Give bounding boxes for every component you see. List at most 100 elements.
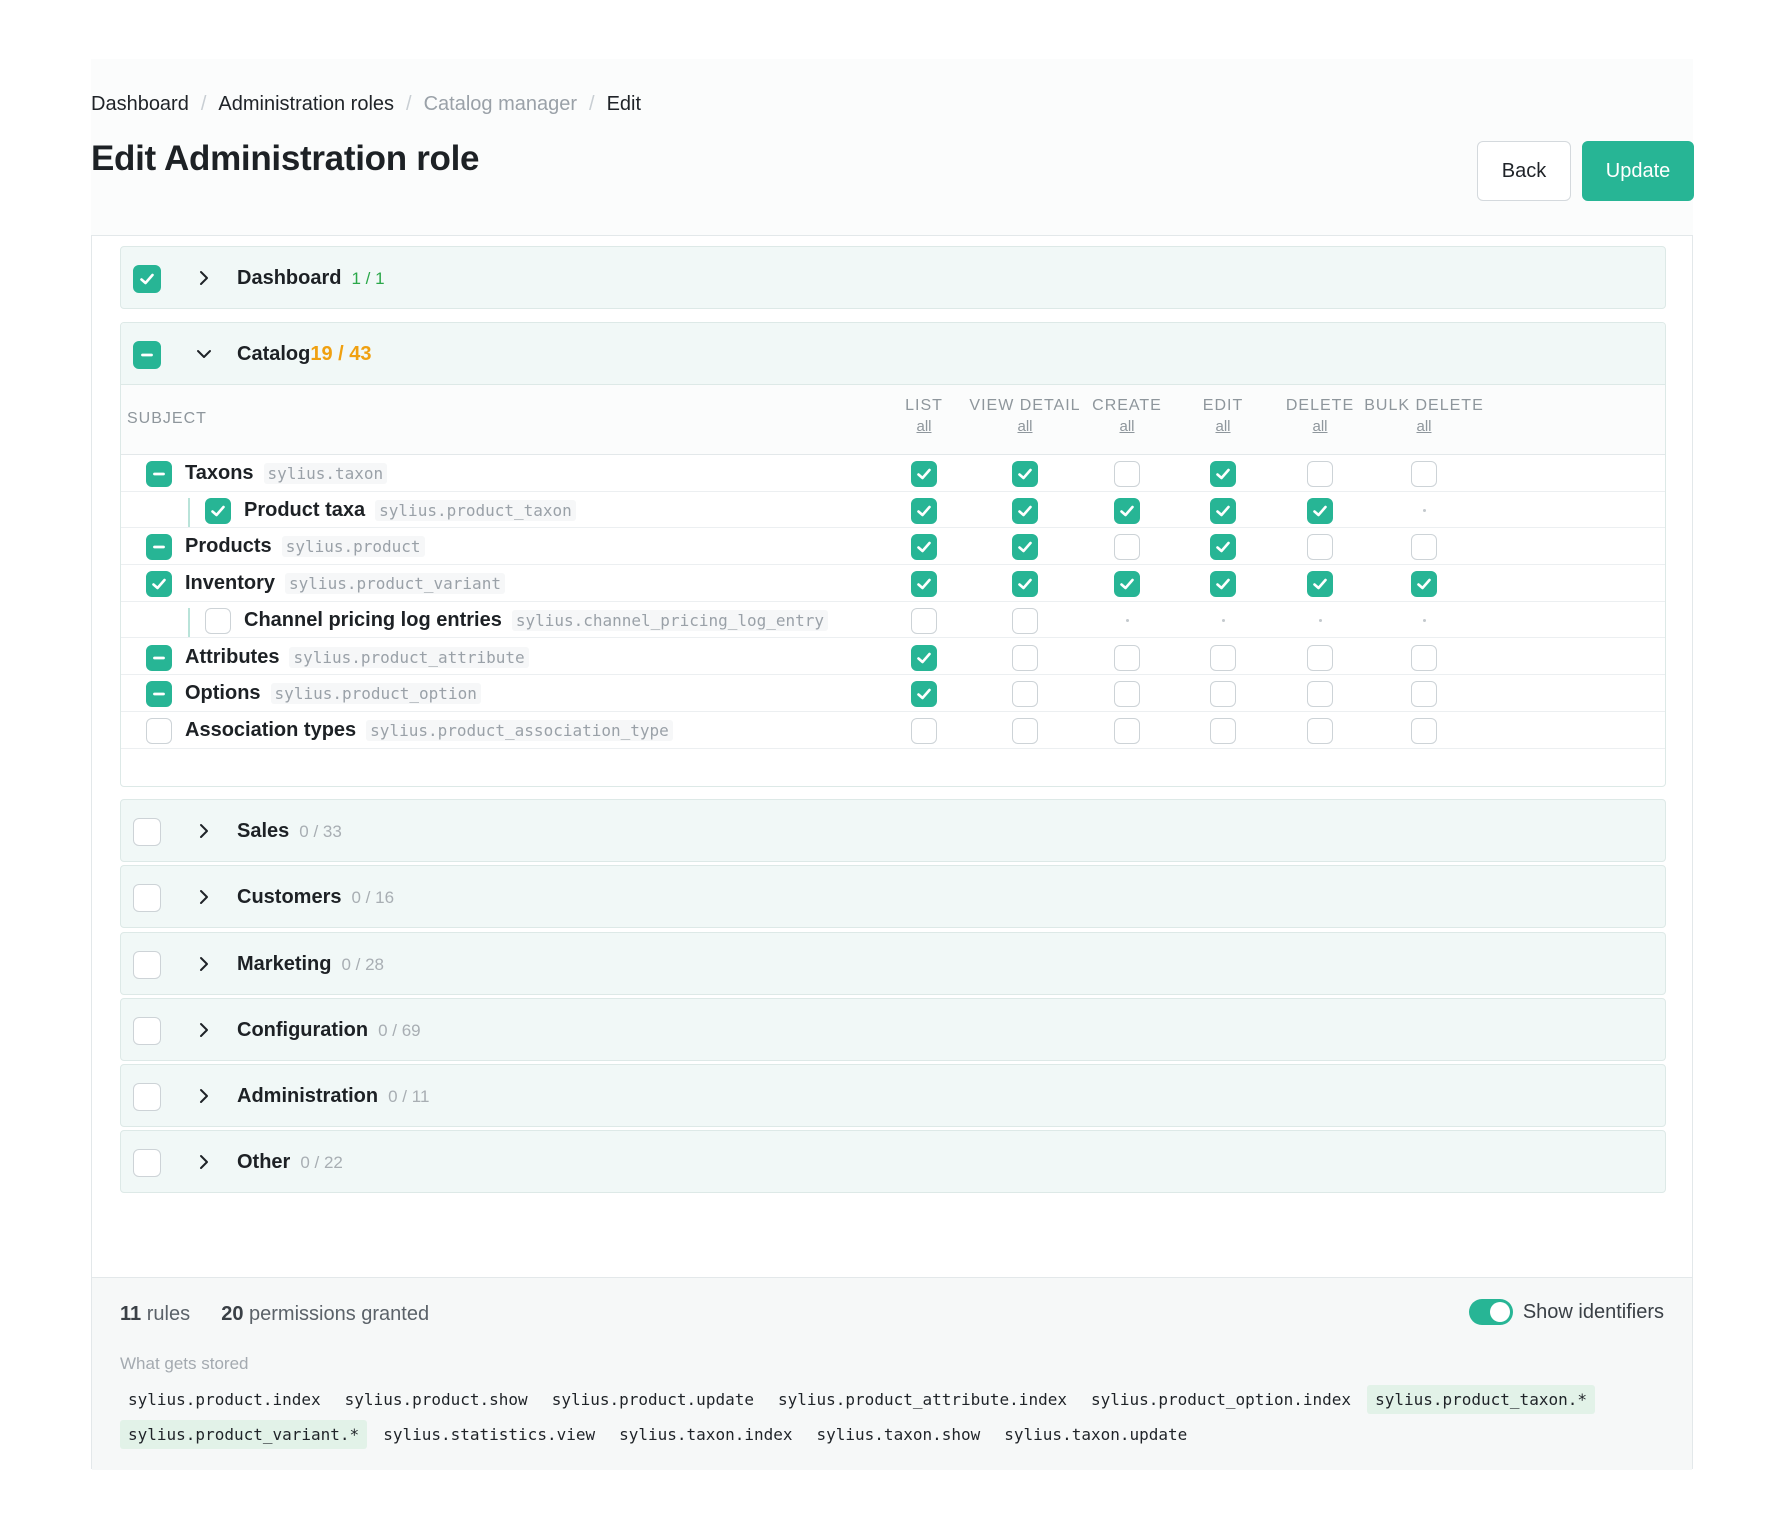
checkbox[interactable] [1411,534,1437,561]
section-configuration[interactable]: Configuration 0 / 69 [120,998,1666,1061]
checkbox[interactable] [1411,644,1437,671]
permission-cell[interactable] [1012,717,1038,744]
checkbox[interactable] [146,644,172,671]
chevron-right-icon[interactable] [193,1019,215,1041]
permission-cell[interactable] [1411,571,1437,598]
permission-cell[interactable] [1411,644,1437,671]
checkbox[interactable] [911,534,937,561]
section-checkbox[interactable] [133,818,161,846]
permission-cell[interactable] [1210,644,1236,671]
permission-cell[interactable] [1012,497,1038,524]
checkbox[interactable] [1307,461,1333,487]
checkbox[interactable] [1210,571,1236,598]
checkbox[interactable] [1114,571,1140,598]
checkbox[interactable] [1114,681,1140,708]
permission-cell[interactable] [1114,497,1140,524]
row-checkbox[interactable] [205,607,231,634]
permission-cell[interactable] [911,534,937,561]
breadcrumb-catalog-manager[interactable]: Catalog manager [423,93,578,115]
section-checkbox[interactable] [133,884,161,912]
checkbox[interactable] [911,607,937,634]
permission-cell[interactable] [1210,681,1236,708]
select-all-link[interactable]: all [1017,418,1033,435]
permission-cell[interactable] [1307,497,1333,524]
checkbox[interactable] [133,884,161,912]
permission-cell[interactable] [911,681,937,708]
permission-cell[interactable] [911,497,937,524]
permission-cell[interactable] [1114,717,1140,744]
checkbox[interactable] [1012,607,1038,634]
permission-cell[interactable] [1411,534,1437,561]
section-administration[interactable]: Administration 0 / 11 [120,1064,1666,1127]
select-all-link[interactable]: all [1312,418,1328,435]
permission-cell[interactable] [911,717,937,744]
chevron-right-icon[interactable] [193,820,215,842]
checkbox[interactable] [1411,571,1437,598]
permission-cell[interactable] [1210,534,1236,561]
checkbox[interactable] [146,681,172,708]
permission-cell[interactable] [1411,717,1437,744]
checkbox[interactable] [1210,497,1236,524]
checkbox[interactable] [146,717,172,744]
breadcrumb-dashboard[interactable]: Dashboard [91,93,189,115]
checkbox[interactable] [133,951,161,979]
checkbox[interactable] [911,571,937,598]
section-checkbox[interactable] [133,1083,161,1111]
checkbox[interactable] [1012,644,1038,671]
section-catalog-header[interactable]: Catalog19 / 43 [121,323,1665,385]
chevron-right-icon[interactable] [193,267,215,289]
row-checkbox[interactable] [146,717,172,744]
checkbox[interactable] [1210,534,1236,561]
checkbox[interactable] [911,681,937,708]
select-all-link[interactable]: all [1416,418,1432,435]
permission-cell[interactable] [1307,644,1333,671]
checkbox[interactable] [911,717,937,744]
row-checkbox[interactable] [146,644,172,671]
checkbox[interactable] [1012,571,1038,598]
permission-cell[interactable] [1114,534,1140,561]
row-checkbox[interactable] [146,571,172,598]
permission-cell[interactable] [1411,681,1437,708]
section-checkbox[interactable] [133,1149,161,1177]
permission-cell[interactable] [1210,497,1236,524]
permission-cell[interactable] [1210,717,1236,744]
checkbox[interactable] [911,461,937,487]
permission-cell[interactable] [1307,571,1333,598]
checkbox[interactable] [1012,461,1038,487]
checkbox[interactable] [205,607,231,634]
chevron-right-icon[interactable] [193,886,215,908]
permission-cell[interactable] [911,644,937,671]
section-marketing[interactable]: Marketing 0 / 28 [120,932,1666,995]
checkbox[interactable] [1210,717,1236,744]
permission-cell[interactable] [1012,571,1038,598]
permission-cell[interactable] [1114,681,1140,708]
row-checkbox[interactable] [146,534,172,561]
checkbox[interactable] [911,497,937,524]
permission-cell[interactable] [1012,644,1038,671]
section-other[interactable]: Other 0 / 22 [120,1130,1666,1193]
checkbox[interactable] [133,1083,161,1111]
permission-cell[interactable] [911,461,937,487]
permission-cell[interactable] [911,571,937,598]
checkbox[interactable] [133,265,161,293]
checkbox[interactable] [1411,717,1437,744]
select-all-link[interactable]: all [1215,418,1231,435]
select-all-link[interactable]: all [916,418,932,435]
chevron-right-icon[interactable] [193,1085,215,1107]
row-checkbox[interactable] [146,461,172,487]
permission-cell[interactable] [1012,607,1038,634]
permission-cell[interactable] [1307,461,1333,487]
checkbox[interactable] [1012,681,1038,708]
checkbox[interactable] [146,534,172,561]
checkbox[interactable] [146,461,172,487]
checkbox[interactable] [205,497,231,524]
checkbox[interactable] [1210,461,1236,487]
permission-cell[interactable] [1114,644,1140,671]
checkbox[interactable] [1114,717,1140,744]
row-checkbox[interactable] [146,681,172,708]
section-sales[interactable]: Sales 0 / 33 [120,799,1666,862]
checkbox[interactable] [1114,644,1140,671]
checkbox[interactable] [1012,534,1038,561]
checkbox[interactable] [1411,681,1437,708]
checkbox[interactable] [133,341,161,369]
